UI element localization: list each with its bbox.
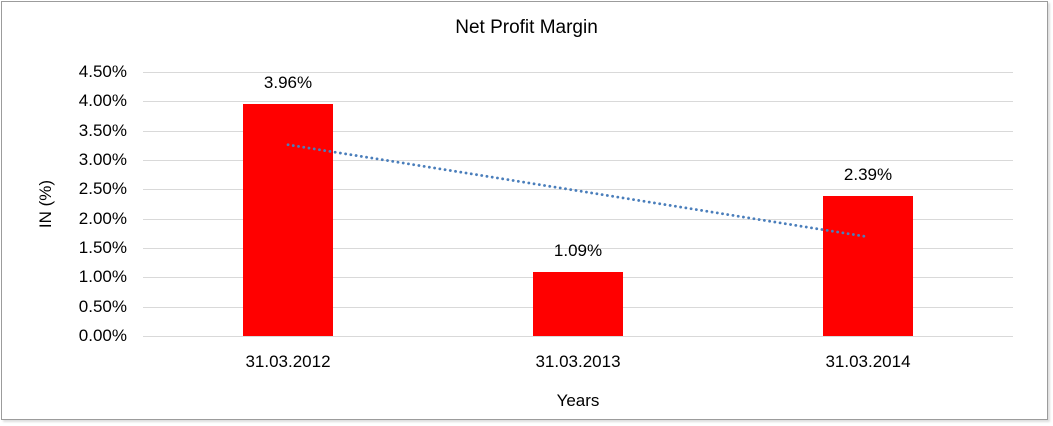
gridline — [143, 72, 1013, 73]
x-axis-title: Years — [556, 391, 600, 410]
y-axis-tick-label: 0.00% — [78, 326, 127, 345]
gridline — [143, 101, 1013, 102]
bar-31.03.2013 — [533, 272, 623, 336]
y-axis-tick-label: 0.50% — [78, 297, 127, 316]
bar-data-label: 3.96% — [263, 73, 313, 92]
bar-31.03.2012 — [243, 104, 333, 336]
bar-data-label: 2.39% — [843, 165, 893, 184]
bar-31.03.2014 — [823, 196, 913, 336]
y-axis-tick-label: 4.50% — [78, 62, 127, 81]
gridline — [143, 336, 1013, 337]
gridline — [143, 248, 1013, 249]
y-axis-tick-label: 2.00% — [78, 209, 127, 228]
y-axis-tick-label: 1.00% — [78, 267, 127, 286]
x-axis-category-label: 31.03.2013 — [535, 352, 621, 371]
y-axis-title: IN (%) — [36, 179, 55, 229]
y-axis-tick-label: 3.00% — [78, 150, 127, 169]
y-axis-tick-label: 4.00% — [78, 91, 127, 110]
y-axis-tick-label: 3.50% — [78, 121, 127, 140]
y-axis-tick-label: 1.50% — [78, 238, 127, 257]
bar-data-label: 1.09% — [553, 241, 603, 260]
gridline — [143, 131, 1013, 132]
chart-title: Net Profit Margin — [455, 17, 598, 38]
x-axis-category-label: 31.03.2012 — [245, 352, 331, 371]
y-axis-tick-label: 2.50% — [78, 179, 127, 198]
x-axis-category-label: 31.03.2014 — [825, 352, 911, 371]
